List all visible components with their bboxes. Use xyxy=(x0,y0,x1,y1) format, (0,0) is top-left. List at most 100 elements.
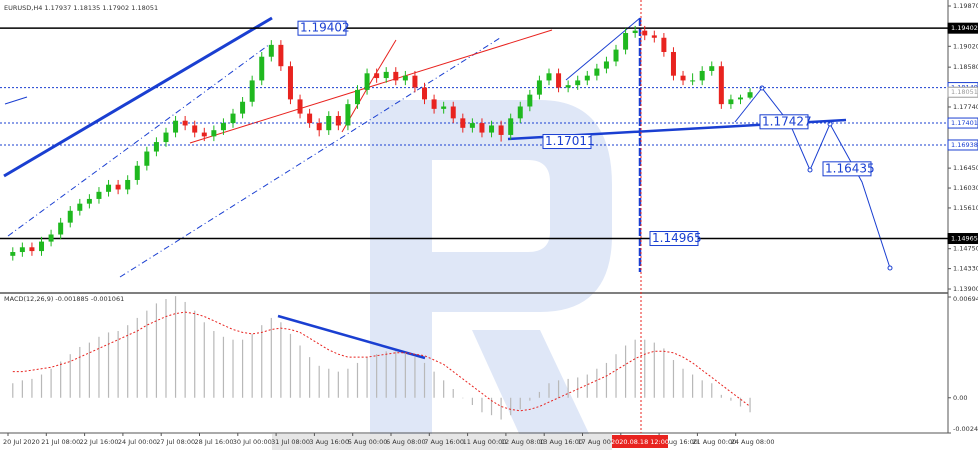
candle-body xyxy=(699,70,705,81)
macd-bar xyxy=(730,397,732,401)
candle-body xyxy=(680,75,686,81)
macd-bar xyxy=(385,351,387,398)
macd-bar xyxy=(414,357,416,398)
macd-divergence-line xyxy=(277,314,426,360)
macd-bar xyxy=(500,397,502,420)
candle-body xyxy=(690,80,696,82)
trend-line xyxy=(189,29,553,144)
candle-body xyxy=(326,115,332,131)
macd-bar xyxy=(423,362,426,398)
price-level-label: 1.18051 xyxy=(951,88,978,96)
annotation-label: 1.14965 xyxy=(652,231,702,245)
candle-body xyxy=(556,73,562,88)
macd-bar xyxy=(749,397,751,413)
macd-bar xyxy=(452,389,454,398)
macd-bar xyxy=(50,368,52,398)
macd-bar xyxy=(21,380,23,398)
y-tick-label: 1.14750 xyxy=(953,245,978,253)
candle-body xyxy=(422,87,428,100)
macd-bar xyxy=(471,397,473,406)
annotation-box xyxy=(759,114,809,130)
candle-body xyxy=(86,198,92,204)
candle-body xyxy=(613,49,619,62)
macd-bar xyxy=(222,336,225,398)
watermark xyxy=(370,100,612,440)
y-tick-label: 1.17740 xyxy=(953,103,978,111)
watermark-shape xyxy=(370,100,612,440)
forecast-point xyxy=(807,167,813,173)
macd-bar xyxy=(213,330,215,398)
macd-bar xyxy=(711,383,713,398)
candle-body xyxy=(316,123,322,131)
macd-bar xyxy=(98,336,100,398)
axis-highlight xyxy=(272,434,612,450)
candle-body xyxy=(747,92,753,98)
candle-body xyxy=(450,106,456,119)
annotation-box xyxy=(542,134,592,150)
candle-body xyxy=(431,99,437,109)
macd-bar xyxy=(241,339,244,398)
candle-body xyxy=(354,89,360,105)
y-tick-label: 0.00 xyxy=(953,394,967,402)
candle-body xyxy=(527,94,533,107)
candle-body xyxy=(192,125,198,133)
price-level-label: 1.19402 xyxy=(951,24,978,32)
macd-bar xyxy=(127,325,129,398)
macd-bar xyxy=(605,362,608,398)
channel-line xyxy=(7,43,271,237)
macd-bar xyxy=(174,296,177,398)
candle-body xyxy=(709,66,715,71)
macd-bar xyxy=(251,333,253,398)
candle-body xyxy=(364,73,370,90)
price-level-box xyxy=(947,233,978,245)
x-tick-label: 20 Jul 2020 xyxy=(3,438,40,446)
y-tick-label: -0.002427 xyxy=(953,425,978,433)
annotation-label: 1.17427 xyxy=(762,114,812,128)
channel-line xyxy=(119,37,501,278)
candle-body xyxy=(297,99,303,114)
trend-line xyxy=(341,39,397,133)
macd-bar xyxy=(184,301,186,398)
candle-body xyxy=(163,132,169,143)
macd-signal xyxy=(12,311,751,412)
candle-body xyxy=(517,106,523,119)
candle-body xyxy=(345,104,351,126)
candle-body xyxy=(106,184,112,192)
price-level-box xyxy=(947,86,978,98)
macd-bar xyxy=(692,374,694,398)
watermark-shape xyxy=(472,330,592,440)
candle-body xyxy=(546,73,552,81)
macd-bar xyxy=(519,397,521,410)
x-tick-label: 17 Aug 00:00 xyxy=(578,438,622,446)
macd-bar xyxy=(739,397,742,407)
candle-body xyxy=(412,75,418,88)
macd-title: MACD(12,26,9) -0.001885 -0.001061 xyxy=(4,295,124,303)
candle-body xyxy=(77,203,83,211)
macd-bar xyxy=(663,348,665,398)
y-tick-label: 1.19870 xyxy=(953,2,978,10)
macd-bar xyxy=(510,397,512,416)
candle-body xyxy=(230,113,236,124)
candle-body xyxy=(125,179,131,190)
candle-body xyxy=(402,75,408,81)
candle-body xyxy=(536,80,542,95)
macd-bar xyxy=(31,378,33,398)
x-tick-label: 24 Aug 08:00 xyxy=(731,438,775,446)
price-level-label: 1.14965 xyxy=(951,235,978,243)
macd-bar xyxy=(366,357,368,398)
macd-bar xyxy=(634,339,636,398)
candle-body xyxy=(393,71,399,81)
annotation-label: 1.19402 xyxy=(300,21,350,35)
candle-body xyxy=(632,30,638,34)
macd-bar xyxy=(309,357,311,398)
x-tick-label: 5 Aug 00:00 xyxy=(348,438,388,446)
trend-line xyxy=(3,16,273,178)
candle-body xyxy=(460,118,466,128)
macd-bar xyxy=(328,368,330,398)
x-tick-label: 22 Jul 16:00 xyxy=(80,438,119,446)
macd-bar xyxy=(69,354,71,398)
candle-body xyxy=(268,44,274,57)
x-tick-label: 21 Jul 08:00 xyxy=(41,438,80,446)
